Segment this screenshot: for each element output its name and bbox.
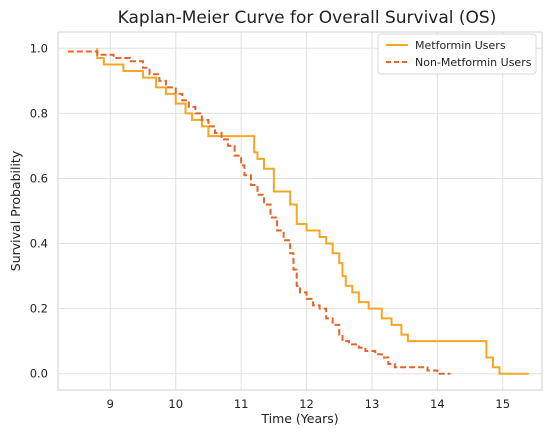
x-tick-label: 11	[234, 397, 249, 411]
y-axis-ticks: 0.0 0.2 0.4 0.6 0.8 1.0	[30, 41, 48, 380]
x-tick-label: 15	[495, 397, 510, 411]
x-tick-label: 12	[299, 397, 314, 411]
series-line-metformin-users	[96, 48, 529, 375]
y-tick-label: 0.4	[30, 237, 48, 251]
series-line-non-metformin-users	[67, 50, 451, 375]
y-axis-label: Survival Probability	[8, 150, 23, 271]
x-tick-label: 13	[365, 397, 380, 411]
y-tick-label: 1.0	[30, 41, 48, 55]
legend: Metformin Users Non-Metformin Users	[377, 33, 537, 75]
plot-area	[57, 31, 543, 391]
x-tick-label: 14	[430, 397, 445, 411]
y-tick-label: 0.2	[30, 302, 48, 316]
legend-label-metformin-users: Metformin Users	[415, 39, 506, 52]
legend-label-non-metformin-users: Non-Metformin Users	[415, 56, 532, 69]
x-axis-label: Time (Years)	[260, 411, 338, 426]
legend-box	[377, 33, 537, 75]
x-tick-label: 9	[107, 397, 114, 411]
y-tick-label: 0.6	[30, 171, 48, 185]
chart-title: Kaplan-Meier Curve for Overall Survival …	[118, 8, 497, 28]
grid	[58, 32, 542, 390]
y-tick-label: 0.0	[30, 367, 48, 381]
x-axis-ticks: 9 10 11 12 13 14 15	[107, 397, 510, 411]
y-tick-label: 0.8	[30, 106, 48, 120]
x-tick-label: 10	[168, 397, 183, 411]
series-layer	[67, 48, 529, 375]
